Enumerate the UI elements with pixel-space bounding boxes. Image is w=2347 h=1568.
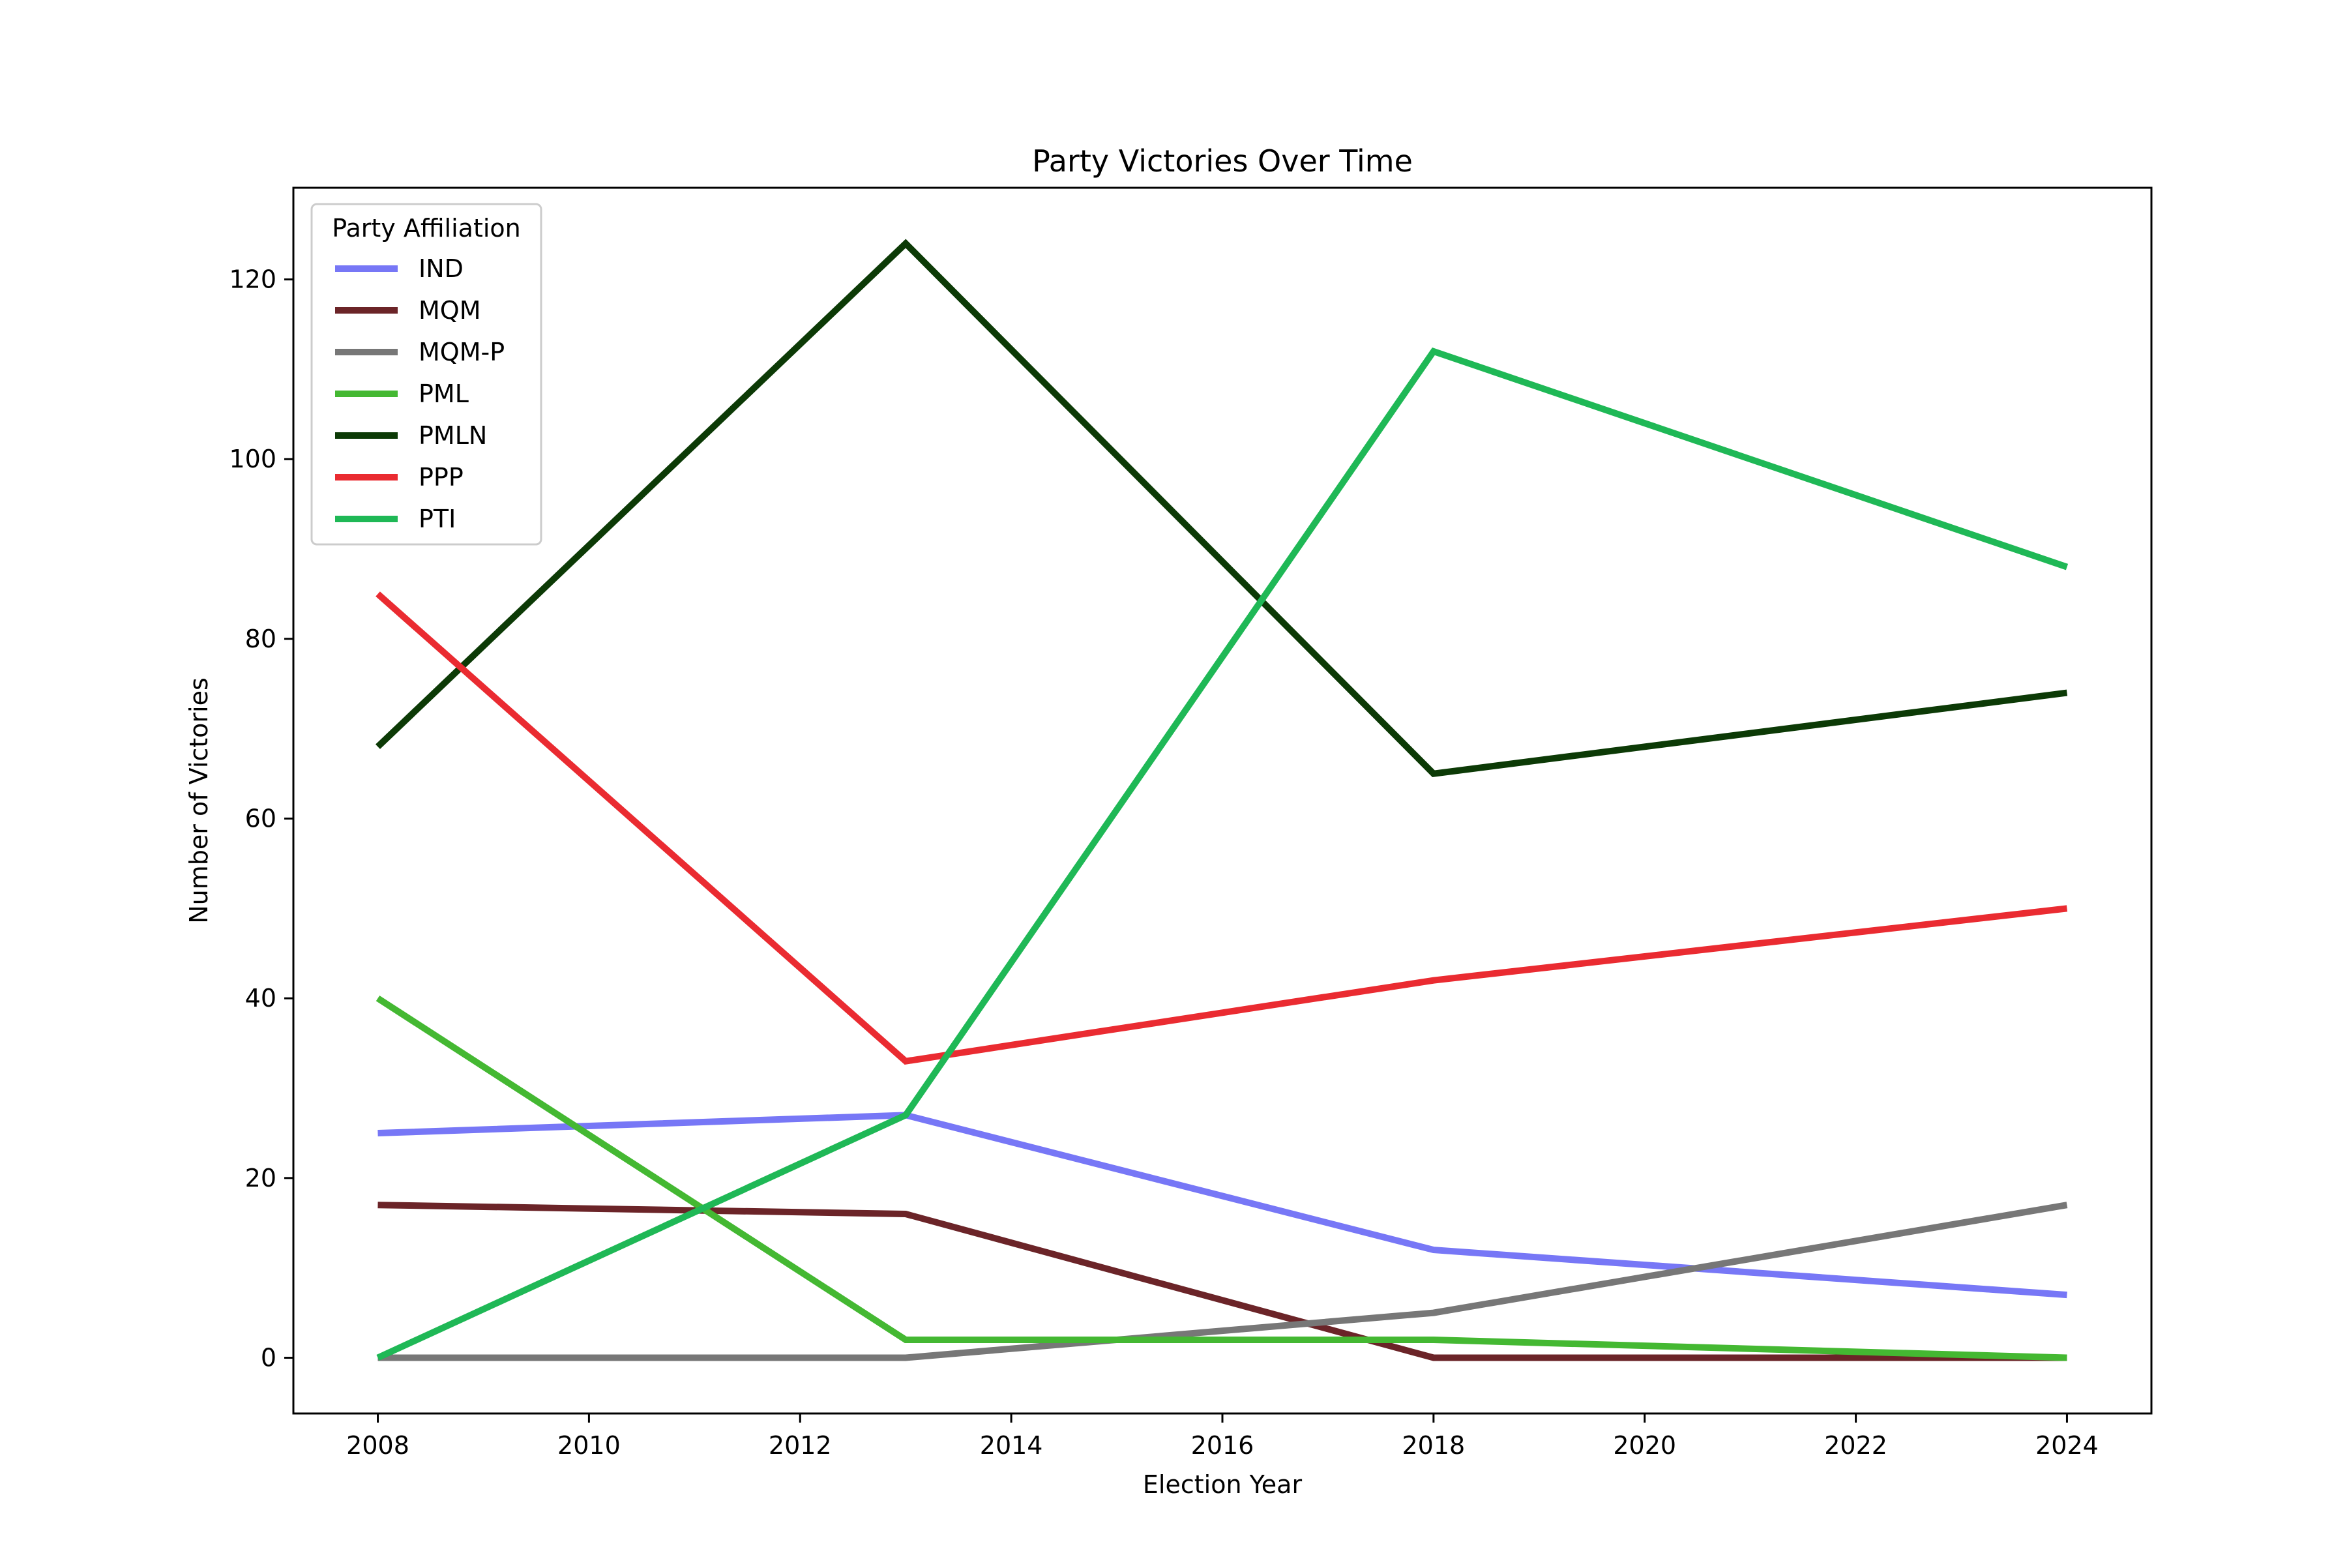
y-tick-label: 60: [245, 805, 276, 833]
x-tick-label: 2008: [346, 1431, 409, 1460]
series-line-mqm: [377, 1202, 2067, 1361]
legend-label-mqm-p: MQM-P: [419, 338, 505, 366]
series-line-pti: [376, 347, 2069, 1361]
x-axis: 2008 2010 2012 2014 2016 2018 2020 2022 2024: [346, 1413, 2099, 1460]
x-tick-label: 2020: [1613, 1431, 1676, 1460]
y-axis: 0 20 40 60 80 100 120: [229, 265, 293, 1372]
y-tick-label: 120: [229, 265, 276, 294]
series-line-pmln: [376, 239, 2068, 777]
legend-frame: [310, 203, 542, 546]
legend-label-mqm: MQM: [419, 296, 480, 325]
x-axis-label: Election Year: [1143, 1470, 1303, 1499]
legend-items: IND MQM MQM-P PML PMLN PPP PTI: [335, 254, 505, 533]
y-tick-label: 80: [245, 625, 276, 653]
legend: Party Affiliation IND MQM MQM-P PML PMLN PPP P…: [310, 203, 542, 546]
legend-label-pml: PML: [419, 379, 469, 408]
legend-label-pti: PTI: [419, 505, 456, 533]
x-tick-label: 2010: [557, 1431, 621, 1460]
y-tick-label: 40: [245, 984, 276, 1013]
y-tick-label: 0: [261, 1344, 276, 1372]
x-tick-label: 2016: [1191, 1431, 1254, 1460]
series-line-mqm-p: [377, 1202, 2068, 1361]
series-lines: [376, 239, 2069, 1361]
legend-label-pmln: PMLN: [419, 421, 487, 450]
x-tick-label: 2018: [1402, 1431, 1466, 1460]
y-tick-label: 100: [229, 445, 276, 473]
x-tick-label: 2024: [2035, 1431, 2099, 1460]
y-axis-label: Number of Victories: [185, 677, 213, 924]
y-tick-label: 20: [245, 1164, 276, 1192]
x-tick-label: 2014: [980, 1431, 1043, 1460]
series-line-ppp: [376, 591, 2068, 1065]
chart-title: Party Victories Over Time: [1032, 143, 1413, 179]
x-tick-label: 2012: [769, 1431, 832, 1460]
legend-label-ppp: PPP: [419, 463, 464, 492]
legend-title: Party Affiliation: [332, 214, 521, 243]
series-line-ind: [377, 1112, 2067, 1299]
legend-label-ind: IND: [419, 254, 464, 283]
series-line-pml: [376, 996, 2067, 1361]
x-tick-label: 2022: [1824, 1431, 1887, 1460]
